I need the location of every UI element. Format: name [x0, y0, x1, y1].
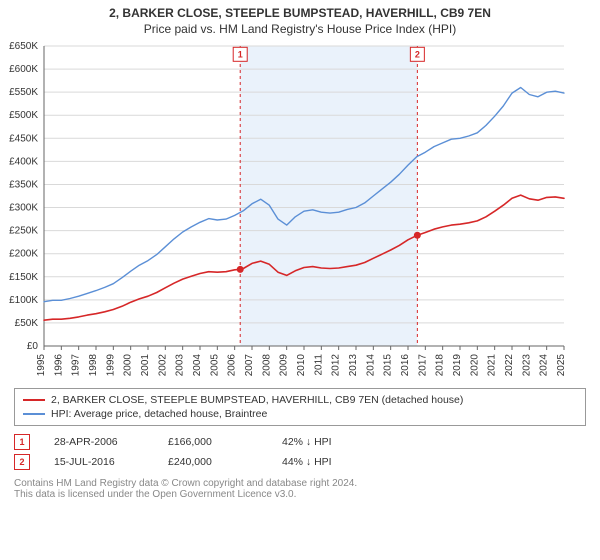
svg-text:2019: 2019 [452, 354, 463, 377]
svg-text:£350K: £350K [9, 179, 38, 190]
svg-text:£600K: £600K [9, 64, 38, 75]
svg-text:£100K: £100K [9, 295, 38, 306]
events-table: 1 28-APR-2006 £166,000 42% ↓ HPI 2 15-JU… [14, 432, 586, 472]
legend-text: HPI: Average price, detached house, Brai… [51, 408, 267, 420]
svg-text:2023: 2023 [521, 354, 532, 377]
svg-text:1998: 1998 [88, 354, 99, 377]
svg-text:£150K: £150K [9, 272, 38, 283]
svg-text:£650K: £650K [9, 41, 38, 52]
svg-text:£0: £0 [27, 341, 39, 352]
svg-text:2016: 2016 [400, 354, 411, 377]
svg-text:1997: 1997 [71, 354, 82, 377]
svg-text:2015: 2015 [383, 354, 394, 377]
svg-text:£200K: £200K [9, 249, 38, 260]
svg-text:2022: 2022 [504, 354, 515, 377]
event-marker-icon: 1 [14, 434, 30, 450]
footer-line: This data is licensed under the Open Gov… [14, 489, 586, 500]
event-date: 15-JUL-2016 [54, 456, 144, 468]
svg-text:£400K: £400K [9, 156, 38, 167]
page-root: 2, BARKER CLOSE, STEEPLE BUMPSTEAD, HAVE… [0, 0, 600, 500]
svg-text:2021: 2021 [487, 354, 498, 377]
line-chart: £0 £50K £100K £150K £200K £250K £300K £350K £400… [0, 40, 572, 380]
event-pct: 42% ↓ HPI [282, 436, 372, 448]
event-row: 1 28-APR-2006 £166,000 42% ↓ HPI [14, 432, 586, 452]
svg-text:2011: 2011 [313, 354, 324, 376]
svg-text:£500K: £500K [9, 110, 38, 121]
event-date: 28-APR-2006 [54, 436, 144, 448]
footer-line: Contains HM Land Registry data © Crown c… [14, 478, 586, 489]
event-price: £240,000 [168, 456, 258, 468]
legend-swatch [23, 413, 45, 415]
svg-text:2010: 2010 [296, 354, 307, 377]
chart-titles: 2, BARKER CLOSE, STEEPLE BUMPSTEAD, HAVE… [0, 0, 600, 40]
svg-text:2013: 2013 [348, 354, 359, 377]
chart-container: £0 £50K £100K £150K £200K £250K £300K £350K £400… [0, 40, 600, 380]
legend-text: 2, BARKER CLOSE, STEEPLE BUMPSTEAD, HAVE… [51, 394, 463, 406]
legend-item: 2, BARKER CLOSE, STEEPLE BUMPSTEAD, HAVE… [23, 393, 577, 407]
legend-item: HPI: Average price, detached house, Brai… [23, 407, 577, 421]
svg-text:2012: 2012 [331, 354, 342, 377]
svg-text:2009: 2009 [279, 354, 290, 377]
legend-box: 2, BARKER CLOSE, STEEPLE BUMPSTEAD, HAVE… [14, 388, 586, 426]
svg-text:2018: 2018 [435, 354, 446, 377]
svg-text:2005: 2005 [209, 354, 220, 377]
event-marker-icon: 2 [14, 454, 30, 470]
svg-text:£300K: £300K [9, 203, 38, 214]
svg-text:2003: 2003 [175, 354, 186, 377]
footer-attribution: Contains HM Land Registry data © Crown c… [14, 478, 586, 500]
svg-text:2008: 2008 [261, 354, 272, 377]
event-row: 2 15-JUL-2016 £240,000 44% ↓ HPI [14, 452, 586, 472]
event-pct: 44% ↓ HPI [282, 456, 372, 468]
svg-text:2007: 2007 [244, 354, 255, 377]
svg-text:2000: 2000 [123, 354, 134, 377]
svg-text:2024: 2024 [539, 354, 550, 377]
event-price: £166,000 [168, 436, 258, 448]
svg-text:1999: 1999 [105, 354, 116, 377]
svg-text:£250K: £250K [9, 226, 38, 237]
svg-text:2006: 2006 [227, 354, 238, 377]
svg-text:2014: 2014 [365, 354, 376, 377]
svg-text:2002: 2002 [157, 354, 168, 377]
title-address: 2, BARKER CLOSE, STEEPLE BUMPSTEAD, HAVE… [10, 6, 590, 20]
svg-text:2004: 2004 [192, 354, 203, 377]
svg-text:£50K: £50K [15, 318, 39, 329]
svg-text:£550K: £550K [9, 87, 38, 98]
svg-text:2020: 2020 [469, 354, 480, 377]
svg-text:1996: 1996 [53, 354, 64, 377]
svg-text:1995: 1995 [36, 354, 47, 377]
svg-text:2001: 2001 [140, 354, 151, 377]
legend-swatch [23, 399, 45, 401]
svg-text:2017: 2017 [417, 354, 428, 377]
svg-text:£450K: £450K [9, 133, 38, 144]
title-subtitle: Price paid vs. HM Land Registry's House … [10, 22, 590, 36]
svg-text:1: 1 [238, 49, 243, 59]
svg-text:2: 2 [415, 49, 420, 59]
svg-text:2025: 2025 [556, 354, 567, 377]
